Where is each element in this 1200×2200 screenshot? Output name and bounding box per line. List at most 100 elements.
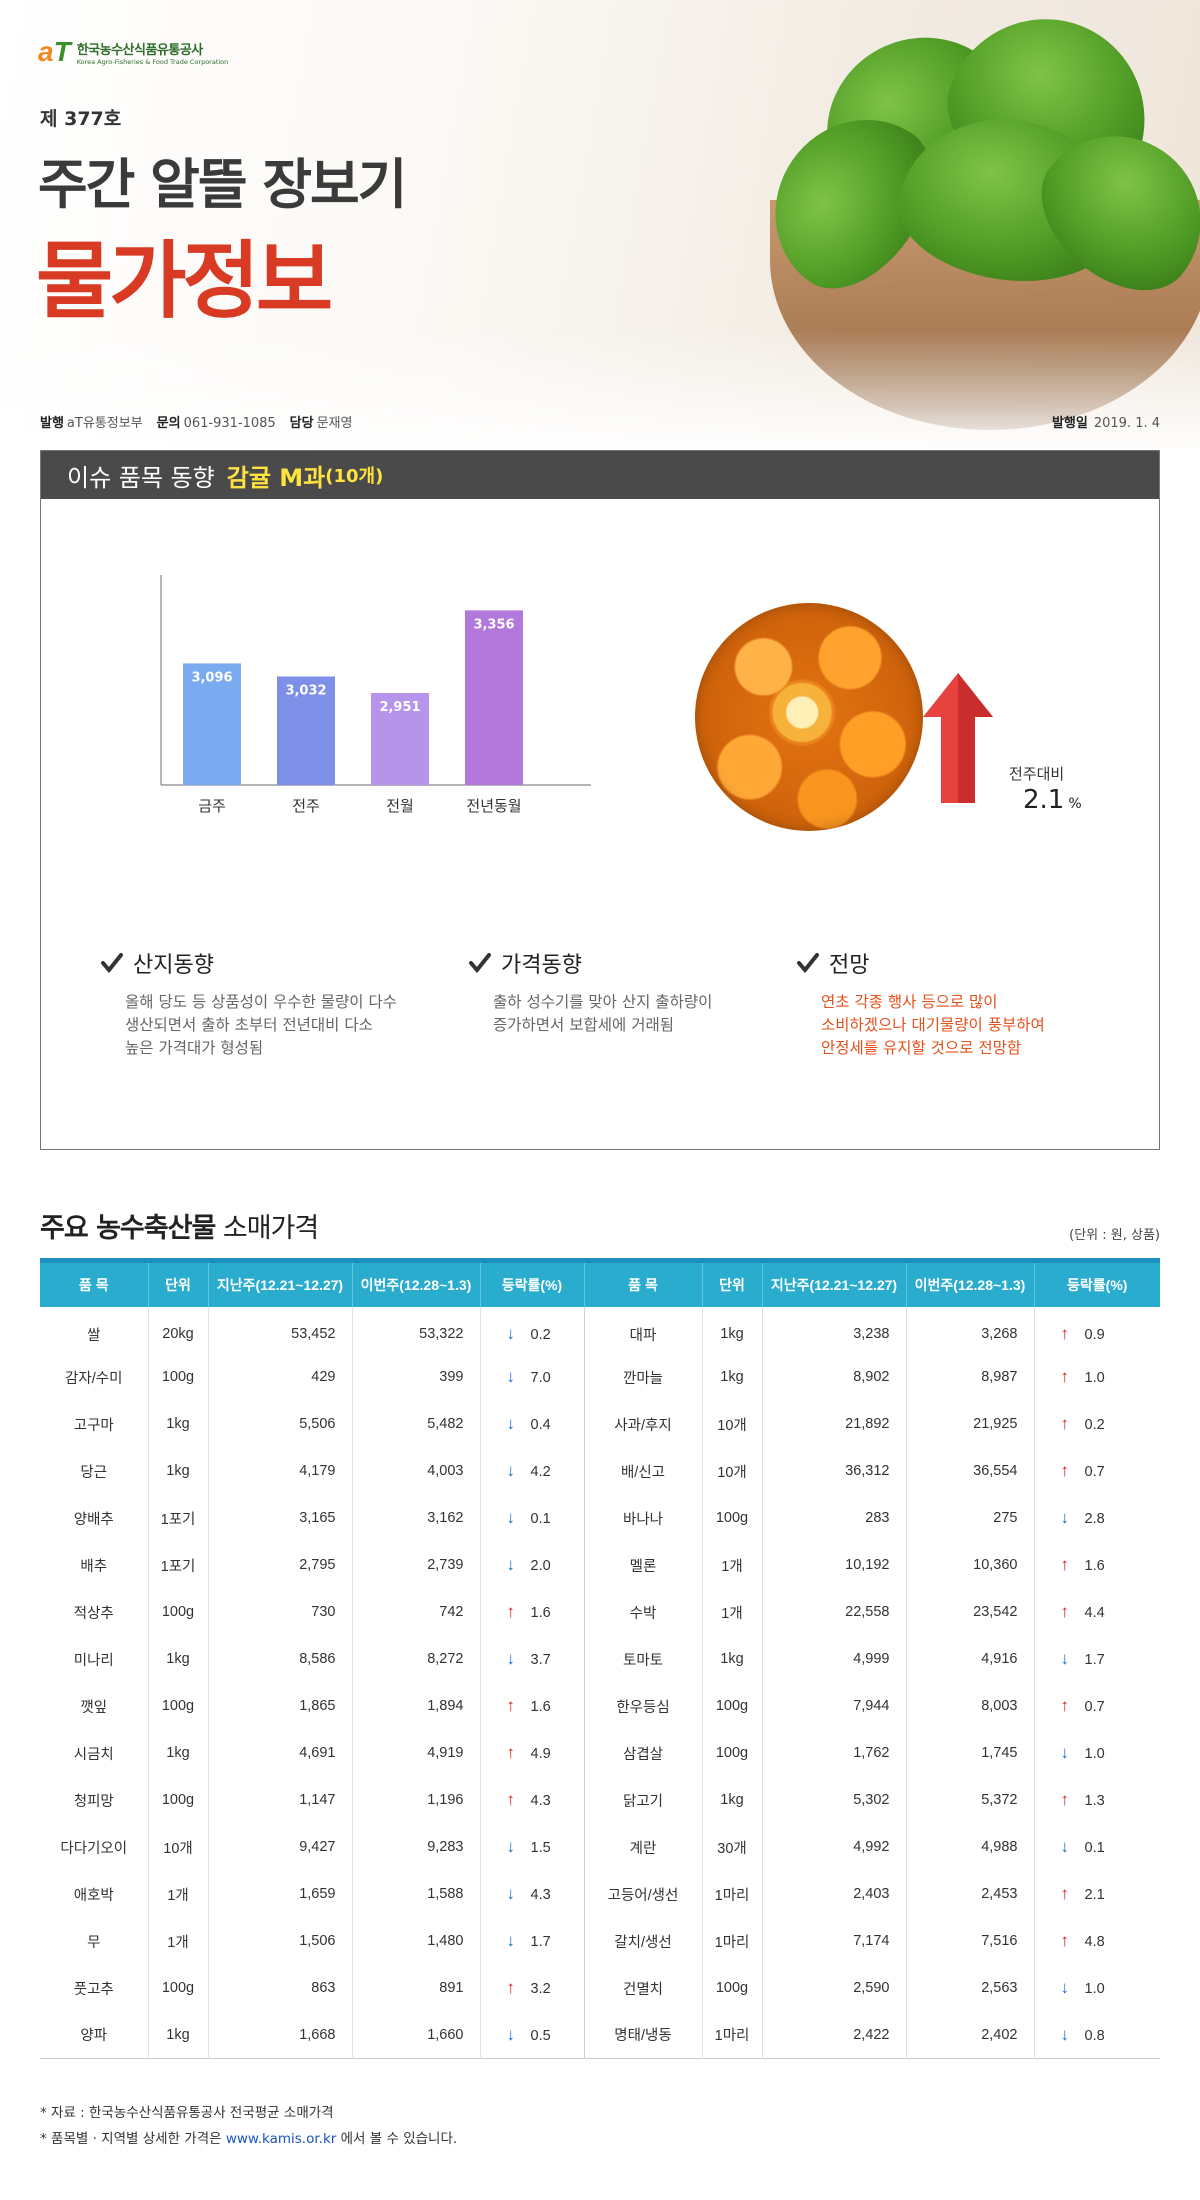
change-rate: ↑ 1.6 xyxy=(1033,1541,1160,1589)
change-rate-value: 1.0 xyxy=(1084,1981,1105,1997)
item-name: 건멸치 xyxy=(583,1964,702,2012)
item-name: 사과/후지 xyxy=(583,1400,702,1448)
change-rate-value: 3.2 xyxy=(530,1981,551,1997)
change-rate-value: 1.0 xyxy=(1084,1370,1105,1386)
item-name: 감자/수미 xyxy=(65,1370,123,1387)
trend-title: 산지동향 xyxy=(133,953,214,978)
compare-value: 2.1% xyxy=(1023,785,1082,815)
bar-1 xyxy=(277,676,335,785)
check-icon xyxy=(469,953,491,974)
last-week-price: 1,865 xyxy=(207,1682,352,1730)
at-logo[interactable]: aT 한국농수산식품유통공사 Korea Agro-Fisheries & Fo… xyxy=(38,36,228,68)
change-rate-value: 1.0 xyxy=(1084,1746,1105,1762)
last-week-price: 21,892 xyxy=(761,1400,906,1448)
item-unit: 1kg xyxy=(701,1353,762,1401)
arrow-up-icon: ↑ xyxy=(1060,1555,1070,1574)
change-rate: ↑ 2.1 xyxy=(1033,1870,1160,1918)
item-name: 한우등심 xyxy=(583,1682,702,1730)
change-rate-value: 0.5 xyxy=(530,2027,551,2044)
arrow-down-icon: ↓ xyxy=(506,1931,516,1950)
header-fade xyxy=(0,330,1200,450)
last-week-price: 9,427 xyxy=(207,1823,352,1871)
arrow-down-icon: ↓ xyxy=(1060,2024,1070,2044)
item-unit: 1kg xyxy=(701,1635,762,1683)
table-row: 청피망 100g 1,147 1,196 ↑ 4.3 닭고기 1kg 5,302 5,372 ↑ 1.… xyxy=(40,1776,1160,1824)
item-name: 삼겹살 xyxy=(583,1729,702,1777)
change-rate-value: 4.4 xyxy=(1084,1605,1105,1621)
arrow-down-icon: ↓ xyxy=(506,1508,516,1527)
last-week-price: 36,312 xyxy=(761,1447,906,1495)
date-label: 발행일 xyxy=(1051,416,1088,431)
arrow-up-icon: ↑ xyxy=(1060,1367,1070,1386)
bar-value-label: 2,951 xyxy=(379,700,420,715)
change-rate: ↑ 4.9 xyxy=(479,1729,585,1777)
category-label: 금주 xyxy=(198,797,226,815)
trend-line: 출하 성수기를 맞아 산지 출하량이 xyxy=(493,993,713,1011)
change-rate: ↓ 7.0 xyxy=(479,1353,585,1401)
last-week-price: 2,795 xyxy=(207,1541,352,1589)
page-title: 주간 알뜰 장보기 xyxy=(38,153,407,216)
inquiry-phone: 061-931-1085 xyxy=(183,416,276,431)
table-row: 미나리 1kg 8,586 8,272 ↓ 3.7 토마토 1kg 4,999 4,916 ↓ 1.7 xyxy=(40,1635,1160,1683)
item-unit: 1마리 xyxy=(701,2011,762,2059)
arrow-down-icon: ↓ xyxy=(506,1324,516,1343)
change-rate: ↓ 1.7 xyxy=(1033,1635,1160,1683)
change-rate-value: 4.3 xyxy=(530,1793,551,1809)
change-rate: ↓ 2.0 xyxy=(479,1541,585,1589)
change-rate-value: 2.8 xyxy=(1084,1511,1105,1527)
trend-origin: 산지동향 올해 당도 등 상품성이 우수한 물량이 다수 생산되면서 출하 초부… xyxy=(101,947,421,1060)
item-name: 토마토 xyxy=(583,1635,702,1683)
change-rate-value: 0.2 xyxy=(1084,1417,1105,1433)
column-header: 품 목 xyxy=(583,1260,702,1307)
item-name: 다다기오이 xyxy=(60,1840,128,1857)
last-week-price: 7,944 xyxy=(761,1682,906,1730)
change-rate-value: 4.2 xyxy=(530,1464,551,1480)
change-rate: ↑ 0.7 xyxy=(1033,1447,1160,1495)
trend-line: 올해 당도 등 상품성이 우수한 물량이 다수 xyxy=(125,993,397,1011)
change-rate-value: 3.7 xyxy=(530,1652,551,1668)
category-label: 전월 xyxy=(386,797,414,815)
change-rate-value: 0.1 xyxy=(530,1511,551,1527)
this-week-price: 4,988 xyxy=(905,1823,1034,1871)
last-week-price: 3,238 xyxy=(761,1306,906,1354)
item-unit: 1개 xyxy=(701,1541,762,1589)
item-name: 풋고추 xyxy=(73,1981,114,1998)
header-banner xyxy=(0,0,1200,450)
trend-price: 가격동향 출하 성수기를 맞아 산지 출하량이 증가하면서 보합세에 거래됨 xyxy=(469,947,789,1037)
item-unit: 1포기 xyxy=(147,1541,208,1589)
change-rate: ↑ 0.9 xyxy=(1033,1306,1160,1354)
arrow-down-icon: ↓ xyxy=(506,1837,516,1856)
bar-3 xyxy=(465,610,523,785)
last-week-price: 429 xyxy=(207,1353,352,1401)
arrow-up-icon: ↑ xyxy=(1060,1790,1070,1809)
item-name: 닭고기 xyxy=(583,1776,702,1824)
kamis-link[interactable]: www.kamis.or.kr xyxy=(225,2131,337,2147)
table-row: 다다기오이 10개 9,427 9,283 ↓ 1.5 계란 30개 4,992 4,988 ↓ 0.… xyxy=(40,1823,1160,1871)
last-week-price: 2,590 xyxy=(761,1964,906,2012)
change-rate: ↓ 1.7 xyxy=(479,1917,585,1965)
arrow-up-icon: ↑ xyxy=(1060,1602,1070,1621)
change-rate: ↑ 4.8 xyxy=(1033,1917,1160,1965)
retail-price-table: 품 목 단위 지난주(12.21~12.27) 이번주(12.28~1.3) 등락률(%… xyxy=(40,1258,1160,2059)
item-unit: 1개 xyxy=(701,1588,762,1636)
item-name: 수박 xyxy=(583,1588,702,1636)
last-week-price: 4,691 xyxy=(207,1729,352,1777)
this-week-price: 891 xyxy=(351,1964,480,2012)
last-week-price: 2,422 xyxy=(761,2011,906,2059)
arrow-up-icon: ↑ xyxy=(506,1696,516,1715)
manager-label: 담당 xyxy=(289,416,314,431)
change-rate-value: 0.1 xyxy=(1084,1840,1105,1856)
change-rate: ↑ 0.7 xyxy=(1033,1682,1160,1730)
item-name: 멜론 xyxy=(583,1541,702,1589)
last-week-price: 1,762 xyxy=(761,1729,906,1777)
change-rate-value: 1.6 xyxy=(530,1699,551,1715)
detail-note: * 품목별 · 지역별 상세한 가격은 www.kamis.or.kr 에서 볼… xyxy=(40,2131,458,2147)
table-row: 고구마 1kg 5,506 5,482 ↓ 0.4 사과/후지 10개 21,892 21,925… xyxy=(40,1400,1160,1448)
this-week-price: 10,360 xyxy=(905,1541,1034,1589)
item-unit: 1개 xyxy=(147,1917,208,1965)
table-row: 무 1개 1,506 1,480 ↓ 1.7 갈치/생선 1마리 7,174 7,516 ↑ 4.8 xyxy=(40,1917,1160,1965)
item-unit: 100g xyxy=(147,1588,208,1636)
price-bar-chart: 3,096 금주 3,032 전주 2,951 전월 3,356 전년동월 xyxy=(160,575,591,815)
item-name: 애호박 xyxy=(73,1887,114,1904)
table-row: 당근 1kg 4,179 4,003 ↓ 4.2 배/신고 10개 36,312 36,554 ↑ 0… xyxy=(40,1447,1160,1495)
